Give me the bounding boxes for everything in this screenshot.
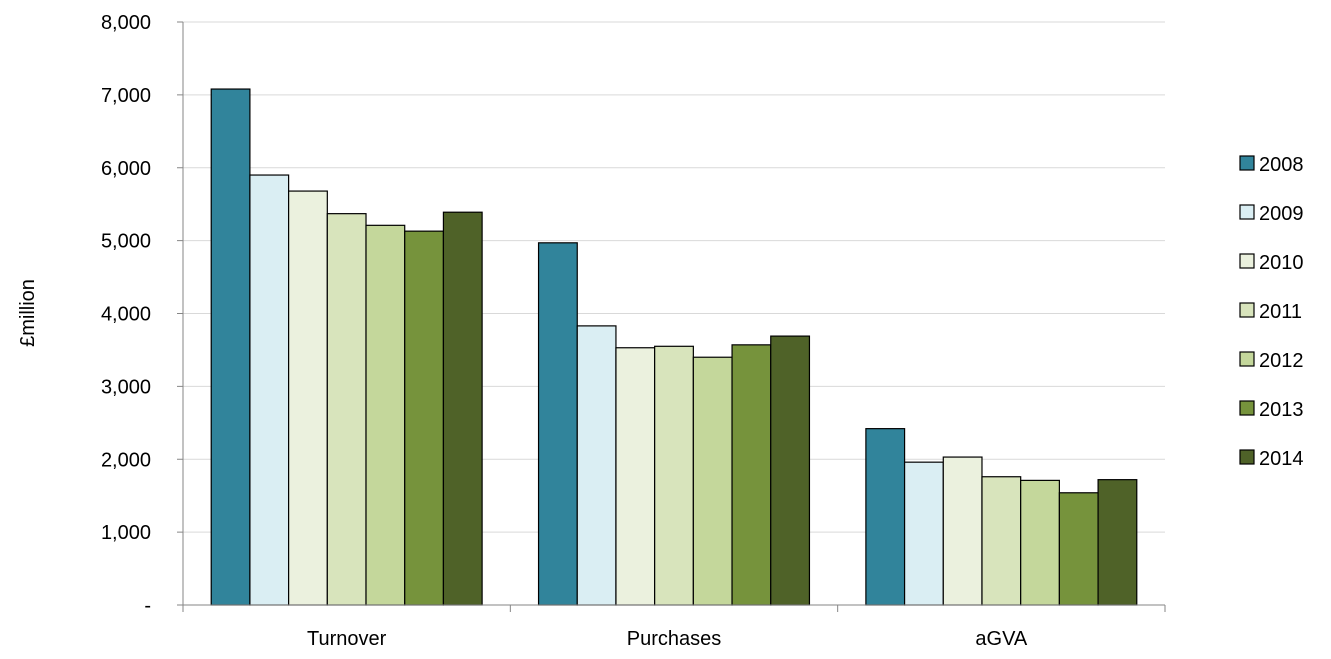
y-tick-label: - — [144, 595, 151, 617]
legend-swatch — [1239, 253, 1255, 269]
x-tick-label: Purchases — [627, 628, 722, 650]
y-tick-label: 2,000 — [101, 449, 151, 471]
bar — [692, 356, 733, 606]
y-axis-title: £million — [17, 279, 39, 347]
x-tick-label: Turnover — [307, 628, 387, 650]
bar — [981, 476, 1022, 606]
x-tick-label: aGVA — [975, 628, 1028, 650]
legend-swatch — [1239, 302, 1255, 318]
bar — [903, 461, 944, 606]
legend-label: 2011 — [1259, 301, 1302, 323]
bar — [865, 428, 906, 606]
y-tick-label: 3,000 — [101, 376, 151, 398]
legend-swatch — [1239, 204, 1255, 220]
axes: - 1,000 2,000 3,000 4,000 5,000 6,000 7,000 8,00… — [101, 12, 1166, 650]
bar — [615, 347, 656, 606]
bar — [1020, 479, 1060, 606]
legend-swatch — [1239, 351, 1255, 367]
bar — [654, 345, 694, 606]
bar — [731, 344, 772, 606]
bar — [770, 335, 811, 606]
legend-label: 2009 — [1259, 203, 1304, 225]
bar — [537, 242, 578, 606]
legend-swatch — [1239, 400, 1255, 416]
y-tick-label: 8,000 — [101, 12, 151, 34]
legend: 2008 2009 2010 2011 2012 2013 2014 — [1239, 154, 1304, 470]
y-tick-label: 4,000 — [101, 304, 151, 326]
y-tick-label: 1,000 — [101, 522, 151, 544]
bar — [404, 230, 445, 606]
bar — [442, 211, 483, 606]
bars — [210, 88, 1138, 606]
legend-label: 2012 — [1259, 350, 1304, 372]
bar — [576, 325, 617, 606]
legend-swatch — [1239, 155, 1255, 171]
legend-label: 2008 — [1259, 154, 1304, 176]
y-tick-label: 6,000 — [101, 158, 151, 180]
bar — [1058, 492, 1099, 606]
y-tick-label: 5,000 — [101, 231, 151, 253]
bar — [249, 174, 290, 606]
bar — [288, 190, 328, 606]
bar — [1097, 479, 1138, 606]
bar — [942, 456, 983, 606]
legend-label: 2010 — [1259, 252, 1304, 274]
bar — [365, 224, 406, 606]
legend-swatch — [1239, 449, 1255, 465]
bar — [326, 213, 367, 606]
y-tick-label: 7,000 — [101, 85, 151, 107]
legend-label: 2014 — [1259, 448, 1304, 470]
bar — [210, 88, 251, 606]
legend-label: 2013 — [1259, 399, 1304, 421]
